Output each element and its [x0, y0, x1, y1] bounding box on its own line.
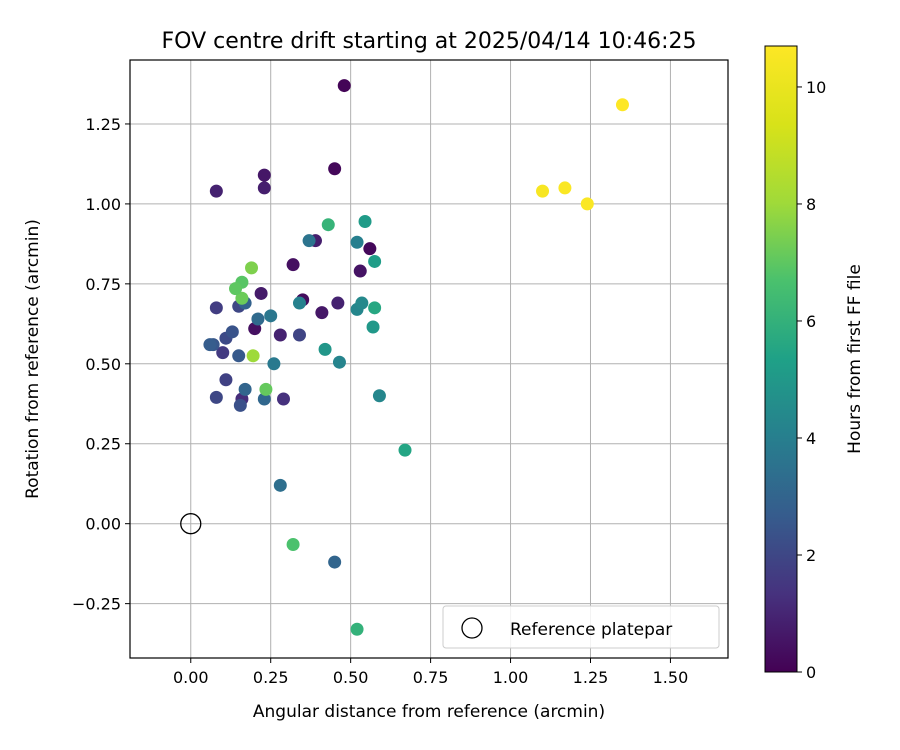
data-point — [331, 296, 345, 310]
colorbar-tick-label: 0 — [806, 663, 816, 682]
x-tick-label: 1.50 — [653, 668, 689, 687]
data-point — [337, 79, 351, 93]
data-point — [332, 355, 346, 369]
data-point — [368, 254, 382, 268]
colorbar-ticks: 0 2 4 6 8 10 — [797, 78, 826, 682]
colorbar-tick-label: 8 — [806, 195, 816, 214]
data-point — [286, 258, 300, 272]
data-point — [355, 296, 369, 310]
x-tick-label: 1.25 — [573, 668, 609, 687]
legend-marker-icon — [461, 617, 483, 639]
y-axis-ticks: −0.25 0.00 0.25 0.50 0.75 1.00 1.25 — [72, 115, 130, 614]
colorbar-tick-label: 4 — [806, 429, 816, 448]
colorbar-tick-label: 2 — [806, 546, 816, 565]
data-point — [302, 234, 316, 248]
data-point — [219, 373, 233, 387]
grid-lines — [130, 60, 728, 658]
x-tick-label: 0.75 — [413, 668, 449, 687]
data-point — [264, 309, 278, 323]
data-point — [232, 349, 246, 363]
chart-title: FOV centre drift starting at 2025/04/14 … — [162, 29, 697, 54]
data-point — [558, 181, 572, 195]
data-point — [292, 296, 306, 310]
colorbar-tick-label: 10 — [806, 78, 826, 97]
data-point — [235, 291, 249, 305]
data-point — [209, 184, 223, 198]
legend: Reference platepar — [442, 605, 720, 649]
data-point — [398, 443, 412, 457]
data-point — [257, 392, 271, 406]
colorbar: 0 2 4 6 8 10 Hours from first FF file — [764, 45, 865, 682]
x-tick-label: 1.00 — [493, 668, 529, 687]
x-tick-label: 0.00 — [173, 668, 209, 687]
data-point — [372, 389, 386, 403]
data-point — [536, 184, 550, 198]
y-tick-label: 1.25 — [85, 115, 121, 134]
data-point — [353, 264, 367, 278]
y-tick-label: 0.75 — [85, 275, 121, 294]
data-point — [321, 218, 335, 232]
data-point — [238, 382, 252, 396]
plot-frame — [129, 59, 729, 659]
x-tick-label: 0.25 — [253, 668, 289, 687]
data-point — [216, 346, 230, 360]
data-point — [615, 98, 629, 112]
y-tick-label: 0.50 — [85, 355, 121, 374]
y-tick-label: 0.25 — [85, 435, 121, 454]
colorbar-label: Hours from first FF file — [845, 264, 865, 454]
data-point — [225, 325, 239, 339]
data-point — [366, 320, 380, 334]
reference-point-marker — [180, 513, 202, 535]
data-point — [315, 306, 329, 320]
data-point — [233, 398, 247, 412]
data-point — [209, 390, 223, 404]
data-point — [259, 382, 273, 396]
x-axis-label: Angular distance from reference (arcmin) — [253, 702, 605, 722]
data-point — [328, 555, 342, 569]
data-point — [257, 181, 271, 195]
data-point — [318, 342, 332, 356]
data-point — [273, 478, 287, 492]
data-point — [368, 301, 382, 315]
data-point — [286, 537, 300, 551]
y-tick-label: −0.25 — [72, 595, 121, 614]
data-point — [229, 282, 243, 296]
colorbar-gradient — [764, 45, 798, 673]
legend-box — [442, 605, 720, 649]
data-point — [254, 286, 268, 300]
data-point — [251, 312, 265, 326]
data-point — [292, 328, 306, 342]
data-point — [350, 622, 364, 636]
data-point — [580, 197, 594, 211]
data-point — [358, 214, 372, 228]
data-point — [328, 162, 342, 176]
x-axis-ticks: 0.00 0.25 0.50 0.75 1.00 1.25 1.50 — [173, 658, 688, 687]
data-point — [276, 392, 290, 406]
data-point — [350, 235, 364, 249]
y-tick-label: 1.00 — [85, 195, 121, 214]
colorbar-tick-label: 6 — [806, 312, 816, 331]
y-tick-label: 0.00 — [85, 515, 121, 534]
data-point — [273, 328, 287, 342]
data-point — [257, 168, 271, 182]
data-point — [246, 349, 260, 363]
data-point — [245, 261, 259, 275]
data-point — [363, 242, 377, 256]
data-point — [203, 338, 217, 352]
legend-entry-label: Reference platepar — [510, 620, 672, 640]
data-points — [203, 79, 629, 636]
y-axis-label: Rotation from reference (arcmin) — [23, 219, 43, 499]
x-tick-label: 0.50 — [333, 668, 369, 687]
data-point — [209, 301, 223, 315]
data-point — [267, 357, 281, 371]
